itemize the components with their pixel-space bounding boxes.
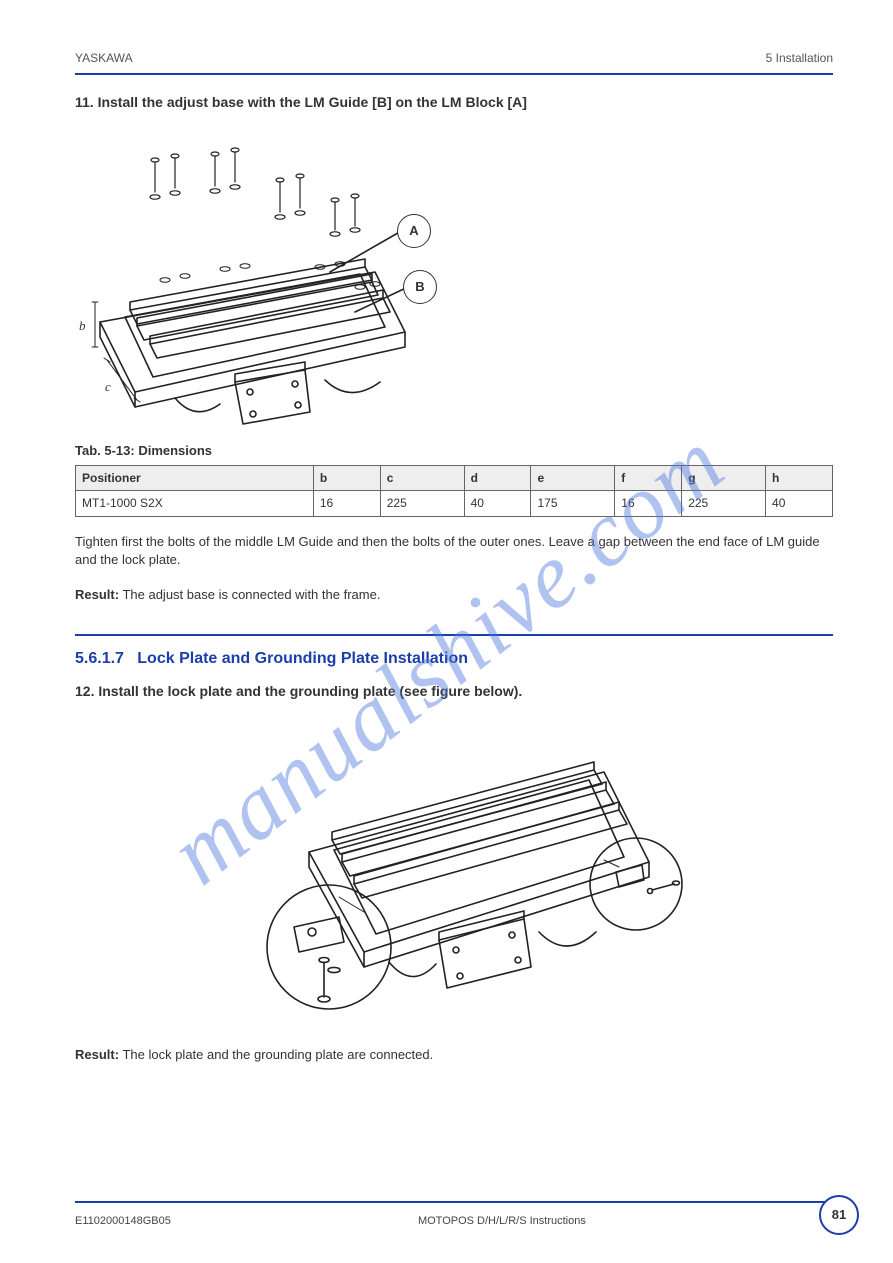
result-text-1: The adjust base is connected with the fr…: [122, 587, 380, 602]
figure-lock-plate: [204, 712, 704, 1032]
figure-adjust-base: A B b c: [75, 122, 445, 432]
header-right: 5 Installation: [766, 50, 833, 67]
header-rule: [75, 73, 833, 75]
page-footer: E1102000148GB05 MOTOPOS D/H/L/R/S Instru…: [75, 1214, 833, 1229]
dim-table-label: Tab. 5-13: Dimensions: [75, 442, 833, 460]
dim-letter-b: b: [79, 317, 86, 335]
section-number: 5.6.1.7: [75, 650, 124, 667]
col-d: d: [464, 465, 531, 491]
step-11-label: 11. Install the adjust base with the LM …: [75, 93, 833, 113]
table-header-row: Positioner b c d e f g h: [76, 465, 833, 491]
footer-title: MOTOPOS D/H/L/R/S Instructions: [418, 1214, 586, 1229]
result-text-2: The lock plate and the grounding plate a…: [122, 1047, 433, 1062]
col-f: f: [615, 465, 682, 491]
section-rule: [75, 634, 833, 636]
figure-svg-1: [75, 122, 445, 432]
footer-doc-id: E1102000148GB05: [75, 1214, 171, 1229]
result-lead-1: Result:: [75, 587, 119, 602]
col-positioner: Positioner: [76, 465, 314, 491]
page-header: YASKAWA 5 Installation: [75, 50, 833, 67]
page-number-badge: 81: [819, 1195, 859, 1235]
body-paragraph: Tighten first the bolts of the middle LM…: [75, 533, 833, 569]
result-lead-2: Result:: [75, 1047, 119, 1062]
col-b: b: [313, 465, 380, 491]
section-name: Lock Plate and Grounding Plate Installat…: [137, 650, 468, 667]
section-5-6-1-7-title: 5.6.1.7 Lock Plate and Grounding Plate I…: [75, 648, 833, 670]
result-block-2: Result: The lock plate and the grounding…: [75, 1046, 833, 1064]
footer-rule: [75, 1201, 833, 1203]
step-12-label: 12. Install the lock plate and the groun…: [75, 682, 833, 702]
col-g: g: [682, 465, 766, 491]
result-block-1: Result: The adjust base is connected wit…: [75, 586, 833, 604]
col-h: h: [766, 465, 833, 491]
dim-letter-c: c: [105, 378, 111, 396]
dimensions-table: Positioner b c d e f g h MT1-1000 S2X 16…: [75, 465, 833, 518]
figure-svg-2: [204, 712, 704, 1032]
table-row: MT1-1000 S2X 16 225 40 175 16 225 40: [76, 491, 833, 517]
col-e: e: [531, 465, 615, 491]
header-left: YASKAWA: [75, 50, 133, 67]
col-c: c: [380, 465, 464, 491]
